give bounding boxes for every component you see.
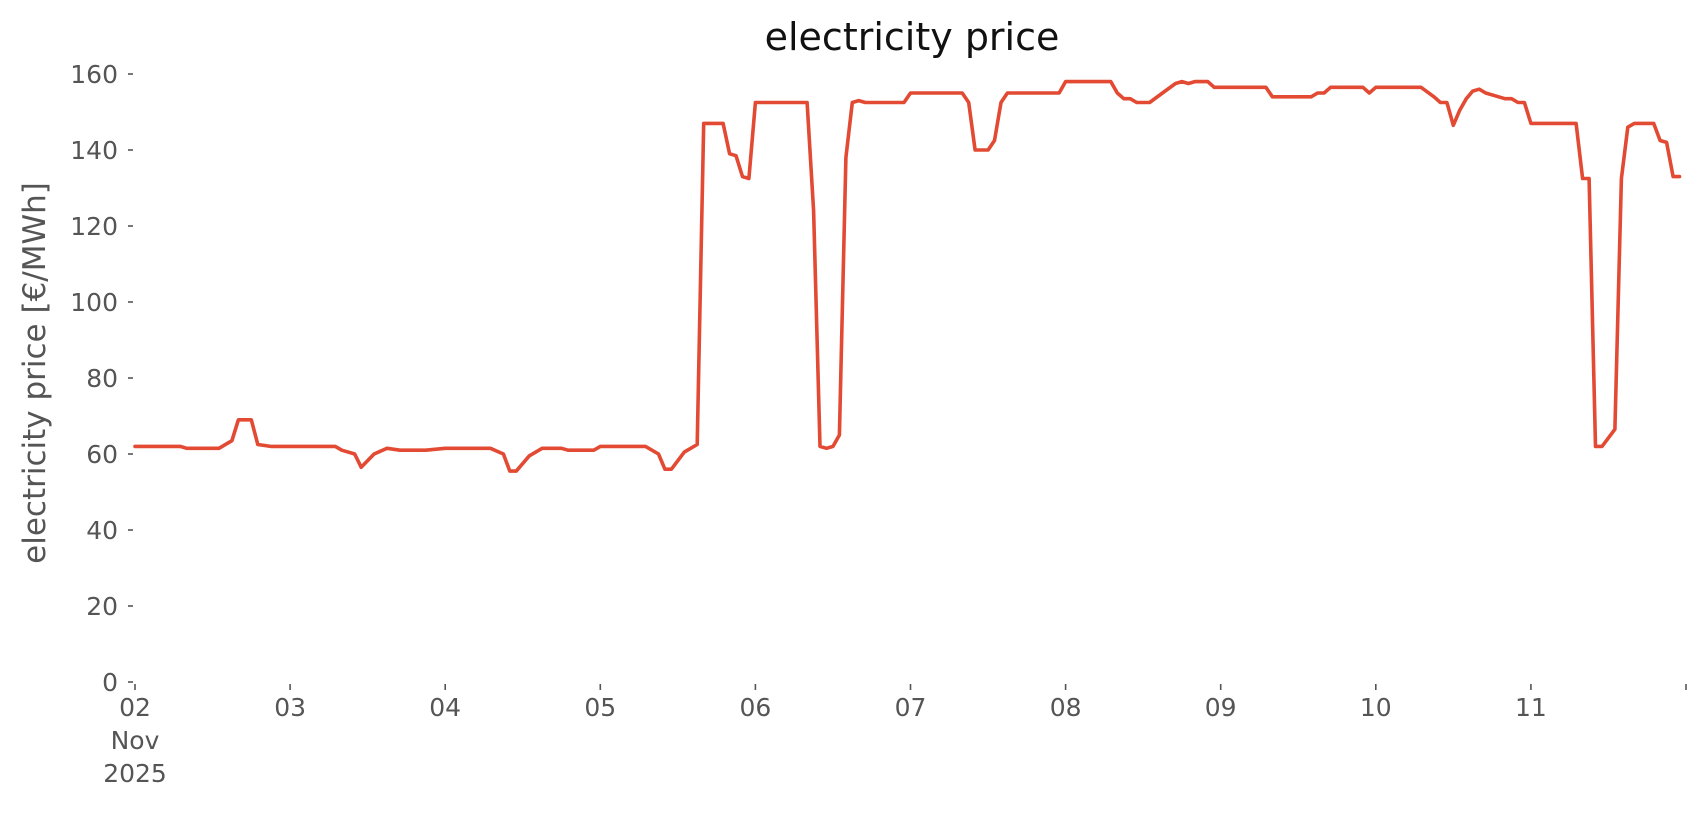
chart-title: electricity price [765, 15, 1060, 59]
x-tick-label: 2025 [103, 759, 167, 788]
y-tick-label: 160 [70, 60, 118, 89]
y-tick-label: 100 [70, 288, 118, 317]
x-tick-label: 04 [429, 693, 461, 722]
y-tick-label: 140 [70, 136, 118, 165]
x-tick-label: 06 [739, 693, 771, 722]
y-axis-label: electricity price [€/MWh] [17, 182, 53, 564]
x-tick-label: 07 [895, 693, 927, 722]
y-tick-label: 120 [70, 212, 118, 241]
y-tick-label: 60 [86, 440, 118, 469]
x-tick-label: 02 [119, 693, 151, 722]
x-tick-label: 09 [1205, 693, 1237, 722]
y-tick-label: 40 [86, 516, 118, 545]
x-tick-label: 11 [1515, 693, 1547, 722]
series-line [133, 79, 1682, 473]
y-axis: 0 20 40 60 80 100 120 140 160 [70, 60, 133, 697]
x-axis: 02 Nov 2025 03 04 05 06 07 08 09 10 11 [103, 684, 1687, 788]
x-tick-label: 10 [1360, 693, 1392, 722]
y-tick-label: 20 [86, 592, 118, 621]
plot-area [133, 79, 1682, 473]
x-tick-label: Nov [111, 726, 160, 755]
y-tick-label: 80 [86, 364, 118, 393]
y-tick-label: 0 [102, 668, 118, 697]
x-tick-label: 03 [274, 693, 306, 722]
x-tick-label: 08 [1050, 693, 1082, 722]
x-tick-label: 05 [584, 693, 616, 722]
